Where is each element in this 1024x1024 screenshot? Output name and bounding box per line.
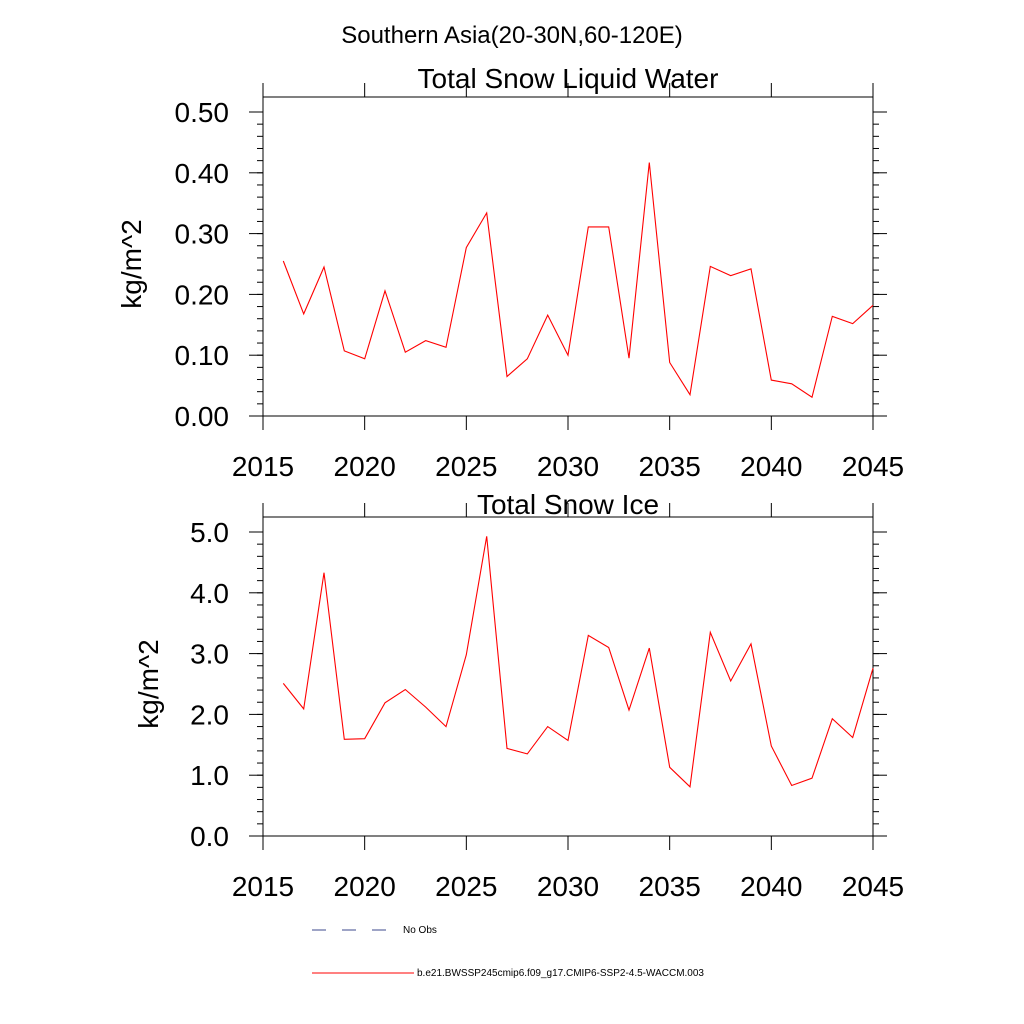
x-tick-label: 2035 <box>639 871 701 902</box>
x-tick-label: 2030 <box>537 451 599 482</box>
series-line <box>282 162 874 399</box>
y-tick-label: 0.10 <box>175 340 230 371</box>
y-tick-label: 0.00 <box>175 401 230 432</box>
legend-label-no-obs: No Obs <box>403 925 437 936</box>
panel-total-snow-liquid-water: Total Snow Liquid Waterkg/m^20.000.100.2… <box>116 63 904 482</box>
x-tick-label: 2030 <box>537 871 599 902</box>
x-tick-label: 2040 <box>740 871 802 902</box>
y-tick-label: 4.0 <box>190 578 229 609</box>
plot-frame <box>262 96 874 417</box>
y-axis-label: kg/m^2 <box>133 639 164 728</box>
x-tick-label: 2035 <box>639 451 701 482</box>
legend: No Obs b.e21.BWSSP245cmip6.f09_g17.CMIP6… <box>312 925 704 979</box>
x-tick-label: 2045 <box>842 871 904 902</box>
y-tick-label: 3.0 <box>190 639 229 670</box>
x-tick-label: 2015 <box>232 871 294 902</box>
page-title: Southern Asia(20-30N,60-120E) <box>341 22 683 49</box>
y-tick-label: 0.40 <box>175 158 230 189</box>
x-tick-label: 2020 <box>334 451 396 482</box>
x-tick-label: 2025 <box>435 871 497 902</box>
x-tick-label: 2045 <box>842 451 904 482</box>
legend-label-model-run: b.e21.BWSSP245cmip6.f09_g17.CMIP6-SSP2-4… <box>417 968 704 979</box>
y-tick-label: 0.20 <box>175 279 230 310</box>
y-axis-label: kg/m^2 <box>116 219 147 308</box>
x-tick-label: 2020 <box>334 871 396 902</box>
y-tick-label: 2.0 <box>190 699 229 730</box>
y-tick-label: 1.0 <box>190 760 229 791</box>
y-tick-label: 0.30 <box>175 219 230 250</box>
y-tick-label: 0.50 <box>175 97 230 128</box>
x-tick-label: 2040 <box>740 451 802 482</box>
panel-total-snow-ice: Total Snow Icekg/m^20.01.02.03.04.05.020… <box>133 489 904 902</box>
y-tick-label: 5.0 <box>190 517 229 548</box>
series-line <box>282 536 874 788</box>
plot-frame <box>262 516 874 837</box>
x-tick-label: 2025 <box>435 451 497 482</box>
y-tick-label: 0.0 <box>190 821 229 852</box>
x-tick-label: 2015 <box>232 451 294 482</box>
